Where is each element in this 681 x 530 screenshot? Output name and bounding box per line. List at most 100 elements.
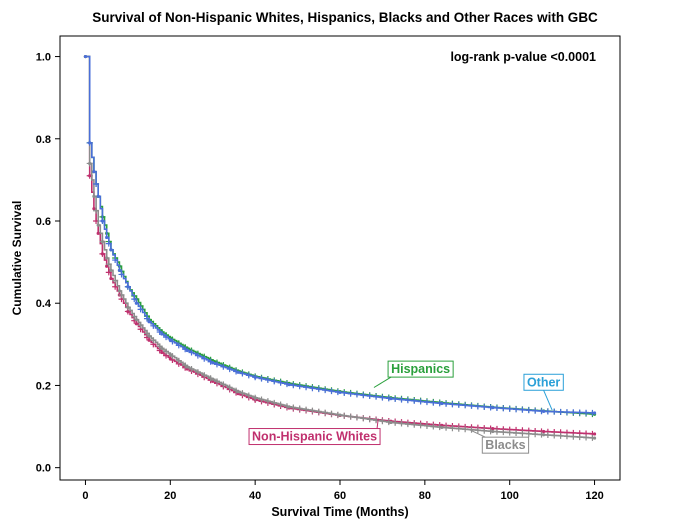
data-point [105,235,109,240]
censor-mark [551,432,558,439]
data-point [168,338,172,342]
y-tick-label: 0.8 [36,134,51,146]
data-point [287,383,291,387]
y-tick-label: 0.4 [36,298,52,310]
censor-mark [519,406,526,413]
censor-mark [462,426,469,433]
censor-mark [309,407,316,414]
plot-frame [59,35,621,481]
series-label-text: Hispanics [391,362,450,376]
data-point [100,219,105,223]
censor-mark [430,399,437,406]
censor-mark [373,393,380,400]
censor-mark [500,405,507,412]
censor-mark [519,430,526,437]
data-point [92,207,96,211]
series-label-other: Other [523,373,564,411]
series-label-leader [543,390,553,411]
censor-mark [557,408,564,415]
censor-mark [105,261,112,268]
data-point [287,405,291,409]
censor-mark [277,401,284,408]
censor-mark [532,407,539,414]
y-tick-label: 1.0 [36,52,51,64]
censor-mark [525,407,532,414]
censor-mark [430,423,437,430]
censor-mark [239,370,246,377]
censor-mark [360,392,367,399]
censor-mark [201,355,208,362]
data-point [96,231,100,235]
censor-mark [322,409,329,416]
censor-mark [379,418,386,425]
x-tick-label: 20 [164,490,176,502]
data-point [100,252,105,256]
data-point [592,432,597,436]
chart-title: Survival of Non-Hispanic Whites, Hispani… [92,10,598,25]
censor-mark [347,390,354,397]
series-label-leader [376,419,379,429]
censor-mark [557,432,564,439]
censor-mark [245,372,252,379]
data-point [160,350,164,355]
censor-mark [93,181,100,187]
data-point [109,248,113,252]
log-rank-annotation: log-rank p-value <0.0001 [450,50,596,64]
censor-mark [455,401,462,408]
data-point [96,194,100,198]
data-point [109,268,113,272]
censor-mark [226,366,233,373]
censor-mark [417,422,424,429]
censor-mark [576,409,583,416]
censor-mark [423,422,430,429]
censor-mark [423,399,430,406]
censor-mark [290,382,297,389]
censor-mark [513,429,520,436]
censor-mark [411,397,418,404]
censor-mark [137,322,144,329]
data-point [236,370,240,374]
censor-mark [271,378,278,385]
censor-mark [296,405,303,412]
censor-mark [150,322,157,329]
censor-mark [366,416,373,423]
data-point [211,361,215,365]
censor-mark [137,306,144,313]
censor-mark [449,425,456,432]
censor-mark [309,385,316,392]
series-label-box [481,436,530,454]
data-point [117,289,121,293]
data-point [134,322,138,326]
data-point [96,223,100,227]
censor-mark [194,352,201,359]
data-point [88,174,92,178]
censor-mark [315,386,322,393]
censor-mark [392,419,399,426]
censor-mark [156,343,163,350]
series-label-blacks: Blacks [467,428,530,454]
censor-mark [213,361,220,368]
data-point [147,320,151,324]
censor-mark [392,396,399,403]
censor-mark [220,381,227,388]
censor-mark [175,342,182,349]
censor-mark [532,431,539,438]
censor-mark [226,384,233,391]
censor-mark [112,257,119,264]
censor-mark [353,414,360,421]
censor-mark [570,433,577,440]
censor-mark [303,406,310,413]
data-point [542,433,546,437]
series-label-text: Other [527,375,560,389]
censor-mark [506,429,513,436]
series-label-hispanics: Hispanics [373,360,454,388]
censor-mark [239,390,246,397]
censor-mark [143,315,150,322]
censor-mark [525,430,532,437]
data-point [92,194,96,198]
data-point [126,309,130,314]
censor-mark [353,391,360,398]
censor-mark [417,398,424,405]
data-point [168,357,172,361]
